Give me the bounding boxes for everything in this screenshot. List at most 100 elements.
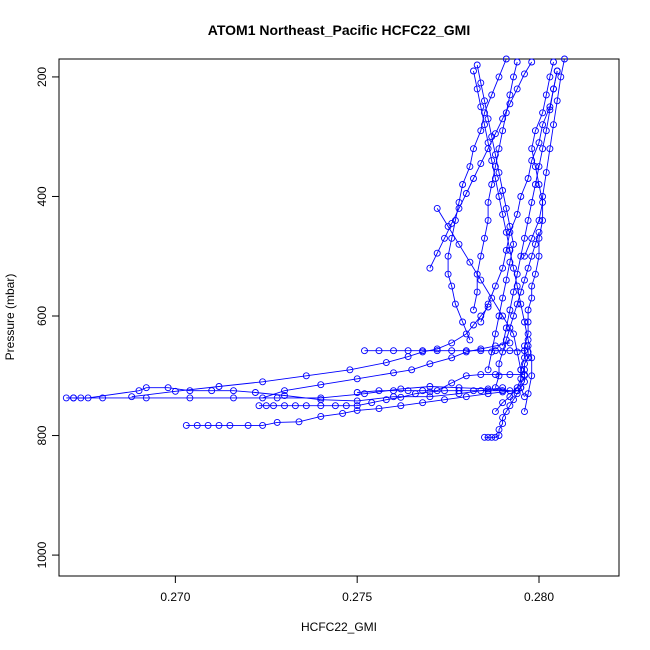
data-point	[273, 418, 281, 426]
chart-title: ATOM1 Northeast_Pacific HCFC22_GMI	[208, 22, 470, 38]
data-point	[230, 394, 237, 402]
data-point	[128, 393, 136, 401]
data-point	[448, 379, 456, 387]
data-point	[521, 252, 528, 260]
data-point	[546, 103, 554, 111]
data-point	[553, 97, 561, 105]
data-point	[390, 347, 397, 355]
data-point	[524, 216, 532, 224]
data-point	[488, 433, 496, 441]
data-point	[495, 312, 503, 320]
data-point	[513, 282, 521, 290]
data-point	[382, 396, 390, 404]
data-point	[531, 163, 539, 171]
data-point	[481, 234, 488, 242]
data-point	[251, 389, 259, 396]
data-point	[531, 181, 539, 188]
data-point	[484, 216, 492, 224]
data-point	[164, 384, 172, 392]
data-point	[524, 336, 532, 344]
data-point	[259, 394, 267, 402]
data-point	[528, 157, 536, 165]
data-point	[499, 399, 507, 407]
data-point	[404, 347, 412, 355]
data-point	[433, 345, 441, 353]
data-point	[491, 433, 499, 441]
data-point	[524, 175, 532, 182]
data-point	[506, 246, 514, 254]
data-point	[451, 300, 459, 308]
data-point	[484, 300, 492, 308]
data-point	[317, 381, 325, 389]
data-point	[215, 383, 223, 390]
data-point	[404, 387, 412, 395]
data-point	[513, 85, 521, 93]
data-point	[491, 330, 499, 338]
data-point	[204, 421, 212, 429]
data-point	[462, 347, 470, 355]
data-point	[462, 393, 470, 401]
data-point	[473, 61, 481, 69]
series-line-20	[494, 232, 540, 388]
data-point	[524, 318, 532, 326]
data-point	[484, 145, 492, 153]
data-point	[226, 421, 234, 429]
data-point	[495, 372, 503, 380]
data-point	[521, 318, 528, 326]
data-point	[484, 198, 492, 206]
data-point	[499, 387, 507, 395]
data-point	[433, 249, 441, 257]
data-point	[528, 198, 536, 206]
data-point	[426, 360, 434, 368]
data-point	[295, 418, 303, 426]
data-point	[535, 139, 543, 147]
series-line-3	[186, 390, 518, 426]
y-axis: 200 400 600 800 1000	[35, 67, 60, 568]
data-point	[510, 264, 517, 272]
series-line-19	[480, 70, 558, 323]
data-point	[531, 240, 539, 248]
data-point	[448, 234, 456, 242]
data-point	[459, 181, 467, 188]
data-point	[382, 359, 390, 367]
data-point	[419, 347, 427, 355]
data-point	[524, 264, 532, 272]
data-point	[528, 354, 536, 362]
data-point	[521, 276, 528, 284]
data-point	[346, 366, 354, 374]
data-point	[281, 402, 288, 410]
data-point	[375, 347, 383, 355]
series-line-8	[357, 374, 525, 393]
data-point	[517, 252, 525, 260]
data-point	[281, 387, 288, 395]
data-point	[553, 67, 561, 75]
data-point	[535, 163, 543, 171]
data-point	[353, 402, 361, 410]
data-point	[441, 234, 448, 242]
data-point	[510, 288, 517, 296]
data-point	[546, 145, 554, 153]
series-line-16	[429, 61, 533, 269]
data-point	[353, 389, 361, 396]
data-point	[513, 58, 521, 66]
data-point	[488, 157, 496, 165]
data-point	[502, 204, 510, 212]
data-point	[510, 312, 517, 320]
data-point	[455, 204, 463, 212]
data-point	[470, 175, 477, 182]
data-point	[513, 348, 521, 356]
data-point	[499, 294, 507, 302]
data-point	[433, 204, 441, 212]
data-point	[517, 193, 525, 200]
data-point	[477, 252, 485, 260]
data-point	[502, 336, 510, 344]
data-point	[270, 402, 277, 410]
series-line-10	[495, 58, 565, 412]
y-axis-label: Pressure (mbar)	[3, 274, 17, 361]
data-point	[502, 55, 510, 63]
data-point	[375, 405, 383, 413]
data-point	[513, 210, 521, 218]
data-point	[499, 115, 507, 123]
data-point	[521, 408, 528, 416]
